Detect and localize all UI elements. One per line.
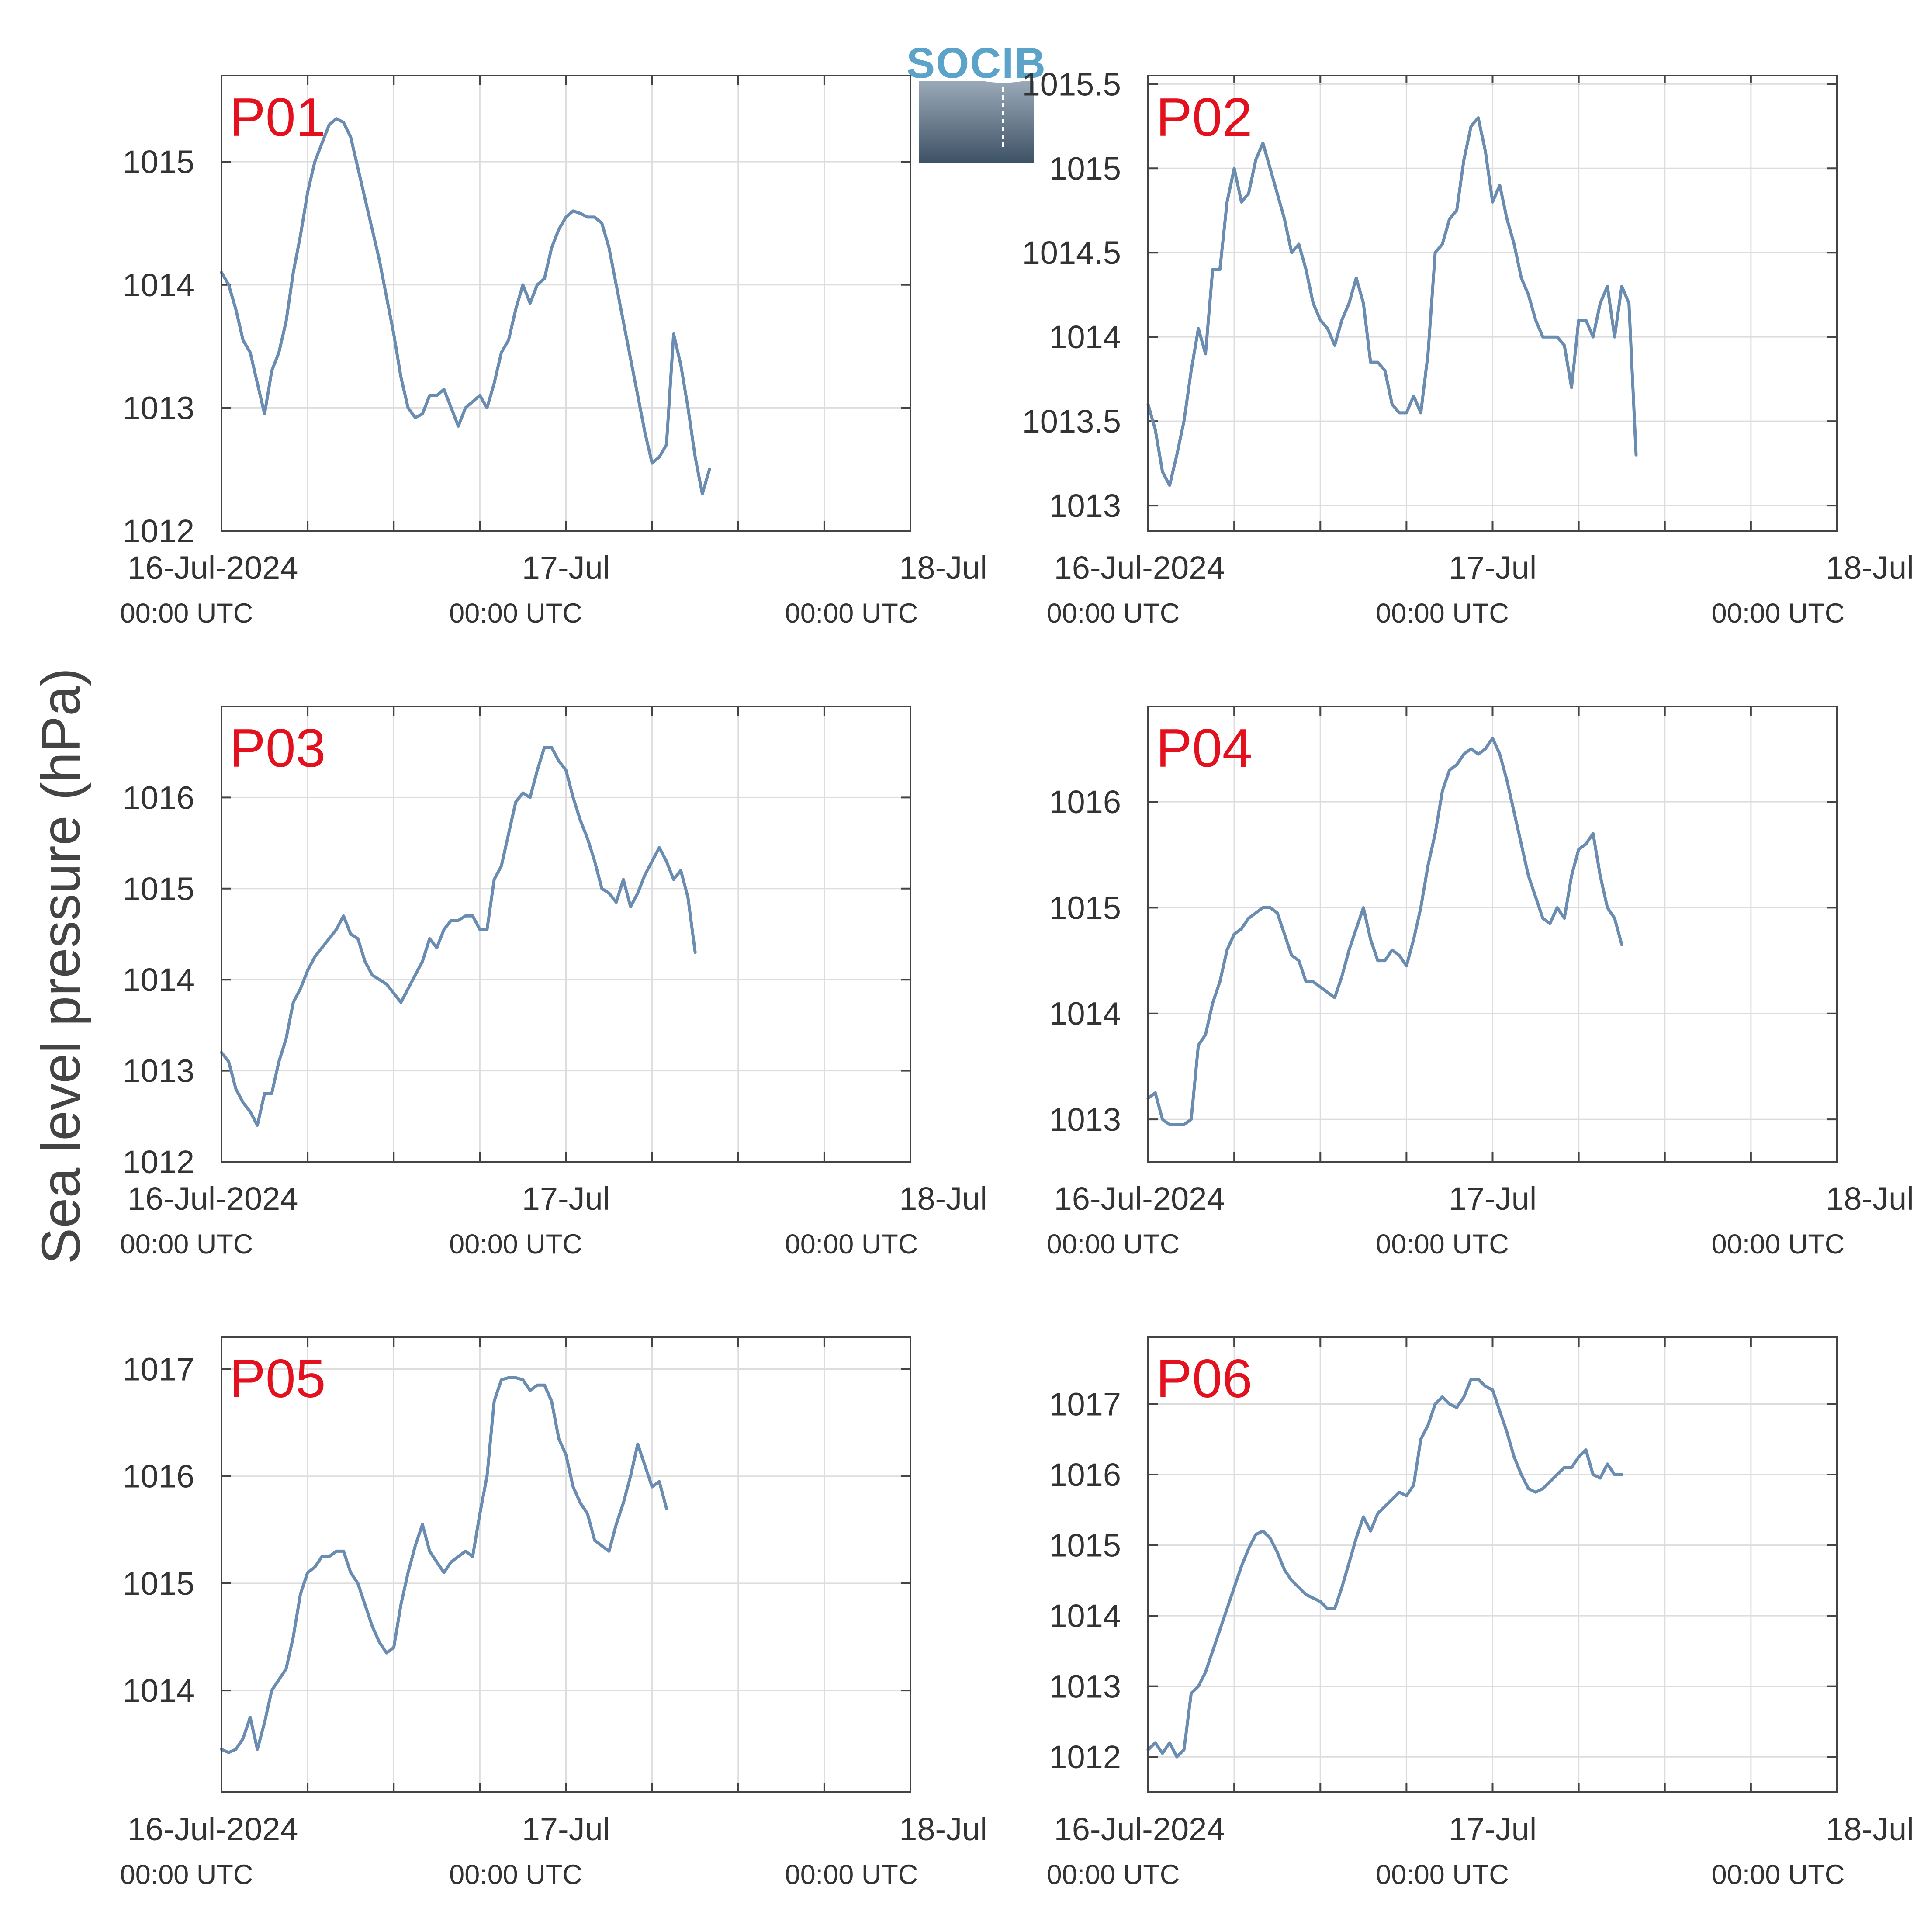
y-tick-label: 1015 xyxy=(1049,1527,1121,1564)
panel-label-p04: P04 xyxy=(1156,718,1253,779)
series-line-p02 xyxy=(1146,116,1638,487)
x-tick-date-label: 16-Jul-2024 xyxy=(128,1181,298,1217)
y-tick-label: 1014 xyxy=(122,962,194,998)
panel-label-p01: P01 xyxy=(229,87,326,148)
x-tick-time-label: 00:00 UTC xyxy=(1712,1859,1845,1890)
panel-label-p03: P03 xyxy=(229,718,326,779)
x-tick-date-label: 16-Jul-2024 xyxy=(1054,1811,1225,1847)
y-tick-label: 1015 xyxy=(1049,890,1121,926)
panel-p06: 1012 1013 1014 1015 1016 1017 P06 16-Jul-2024 00… xyxy=(1047,1336,1914,1890)
panel-label-p05: P05 xyxy=(229,1349,326,1409)
y-tick-label: 1014 xyxy=(1049,1598,1121,1634)
y-tick-label: 1017 xyxy=(122,1351,194,1388)
y-tick-label: 1013 xyxy=(1049,1101,1121,1138)
y-tick-label: 1017 xyxy=(1049,1386,1121,1422)
x-tick-time-label: 00:00 UTC xyxy=(1376,1859,1509,1890)
panel-label-p02: P02 xyxy=(1156,87,1253,148)
y-tick-label: 1014 xyxy=(1049,319,1121,355)
y-tick-label: 1014.5 xyxy=(1022,235,1121,271)
x-tick-time-label: 00:00 UTC xyxy=(1047,1229,1180,1260)
socib-logo-badge xyxy=(919,81,1034,163)
x-tick-date-label: 18-Jul xyxy=(899,1811,987,1847)
x-tick-time-label: 00:00 UTC xyxy=(1712,1229,1845,1260)
x-tick-date-label: 16-Jul-2024 xyxy=(1054,550,1225,586)
y-tick-label: 1014 xyxy=(1049,996,1121,1032)
series-line-p06 xyxy=(1146,1378,1623,1759)
series-line-p03 xyxy=(220,746,697,1127)
y-axis-label: Sea level pressure (hPa) xyxy=(31,668,91,1264)
y-tick-label: 1014 xyxy=(122,267,194,303)
panel-label-p06: P06 xyxy=(1156,1349,1253,1409)
y-tick-label: 1015 xyxy=(122,1565,194,1602)
x-tick-date-label: 18-Jul xyxy=(1826,550,1914,586)
x-tick-time-label: 00:00 UTC xyxy=(1376,598,1509,629)
y-tick-label: 1013 xyxy=(122,1053,194,1089)
y-tick-label: 1013 xyxy=(122,390,194,426)
plot-frame-p01 xyxy=(221,75,911,532)
panel-p05: 1014 1015 1016 1017 P05 16-Jul-2024 00:00 UTC 1… xyxy=(120,1336,987,1890)
x-tick-date-label: 17-Jul xyxy=(522,1811,610,1847)
x-tick-time-label: 00:00 UTC xyxy=(785,1229,918,1260)
x-tick-date-label: 18-Jul xyxy=(1826,1181,1914,1217)
x-tick-date-label: 16-Jul-2024 xyxy=(1054,1181,1225,1217)
y-tick-label: 1013 xyxy=(1049,1669,1121,1705)
x-tick-date-label: 18-Jul xyxy=(899,550,987,586)
y-tick-label: 1012 xyxy=(1049,1739,1121,1775)
x-tick-time-label: 00:00 UTC xyxy=(449,1859,582,1890)
y-tick-label: 1016 xyxy=(122,779,194,816)
x-tick-time-label: 00:00 UTC xyxy=(1376,1229,1509,1260)
x-tick-time-label: 00:00 UTC xyxy=(449,598,582,629)
x-tick-date-label: 16-Jul-2024 xyxy=(128,1811,298,1847)
x-tick-date-label: 17-Jul xyxy=(1449,1811,1537,1847)
y-tick-label: 1015 xyxy=(122,871,194,907)
plot-frame-p03 xyxy=(221,706,911,1163)
y-tick-label: 1015.5 xyxy=(1022,66,1121,102)
series-line-p04 xyxy=(1146,737,1623,1126)
socib-logo-text: SOCIB xyxy=(907,39,1046,87)
x-tick-date-label: 16-Jul-2024 xyxy=(128,550,298,586)
y-tick-label: 1016 xyxy=(1049,784,1121,820)
y-tick-label: 1013.5 xyxy=(1022,403,1121,440)
x-tick-time-label: 00:00 UTC xyxy=(449,1229,582,1260)
series-line-p01 xyxy=(220,117,711,495)
series-line-p05 xyxy=(220,1376,668,1754)
x-tick-time-label: 00:00 UTC xyxy=(1047,1859,1180,1890)
y-tick-label: 1016 xyxy=(122,1458,194,1495)
y-tick-label: 1015 xyxy=(122,144,194,180)
x-tick-time-label: 00:00 UTC xyxy=(120,1229,253,1260)
x-tick-date-label: 17-Jul xyxy=(522,550,610,586)
y-tick-label: 1013 xyxy=(1049,488,1121,524)
panel-p01: 1012 1013 1014 1015 P01 16-Jul-2024 00:00 UTC 1… xyxy=(120,75,987,629)
plot-frame-p06 xyxy=(1147,1336,1838,1793)
plot-frame-p02 xyxy=(1147,75,1838,532)
socib-logo: SOCIB xyxy=(907,39,1046,163)
x-tick-date-label: 18-Jul xyxy=(1826,1811,1914,1847)
x-tick-time-label: 00:00 UTC xyxy=(785,1859,918,1890)
x-tick-date-label: 17-Jul xyxy=(522,1181,610,1217)
y-tick-label: 1012 xyxy=(122,513,194,549)
x-tick-time-label: 00:00 UTC xyxy=(120,598,253,629)
x-tick-time-label: 00:00 UTC xyxy=(120,1859,253,1890)
plot-frame-p04 xyxy=(1147,706,1838,1163)
x-tick-date-label: 17-Jul xyxy=(1449,550,1537,586)
y-tick-label: 1012 xyxy=(122,1144,194,1180)
x-tick-time-label: 00:00 UTC xyxy=(1047,598,1180,629)
x-tick-time-label: 00:00 UTC xyxy=(1712,598,1845,629)
panel-p03: 1012 1013 1014 1015 1016 P03 16-Jul-2024 00:00 … xyxy=(120,706,987,1260)
y-tick-label: 1014 xyxy=(122,1672,194,1709)
socib-logo-wave xyxy=(919,76,1034,83)
panel-p02: 1013 1013.5 1014 1014.5 1015 1015.5 P02 16-Jul-… xyxy=(1022,66,1914,629)
x-tick-date-label: 18-Jul xyxy=(899,1181,987,1217)
y-tick-label: 1015 xyxy=(1049,150,1121,187)
panel-p04: 1013 1014 1015 1016 P04 16-Jul-2024 00:00 UTC 1… xyxy=(1047,706,1914,1260)
x-tick-time-label: 00:00 UTC xyxy=(785,598,918,629)
y-tick-label: 1016 xyxy=(1049,1457,1121,1493)
plot-frame-p05 xyxy=(221,1336,911,1793)
x-tick-date-label: 17-Jul xyxy=(1449,1181,1537,1217)
